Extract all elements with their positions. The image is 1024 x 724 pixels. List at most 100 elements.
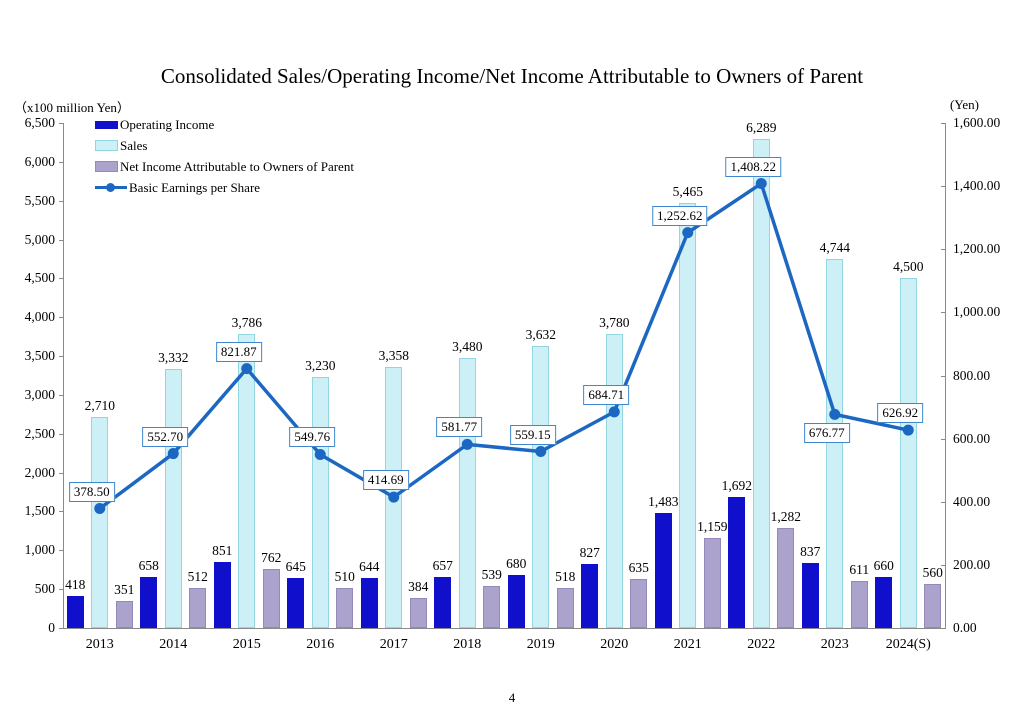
y-axis-tick-label-right: 1,000.00 [953, 304, 1001, 320]
x-axis-category-label: 2017 [379, 637, 408, 652]
y-axis-tick-left [59, 200, 63, 202]
net-income-attributable-to-owners-of-parent-bar [409, 598, 427, 628]
sales-bar [458, 358, 476, 628]
operating-income-value-label: 1,692 [721, 478, 752, 493]
y-axis-tick-label-left: 1,000 [24, 542, 55, 558]
operating-income-value-label: 837 [800, 544, 821, 559]
operating-income-value-label: 1,483 [648, 494, 679, 509]
sales-value-label: 3,780 [599, 315, 630, 330]
operating-income-value-label: 851 [212, 543, 233, 558]
left-axis-unit-label: （x100 million Yen） [14, 100, 130, 115]
legend-label: Operating Income [120, 116, 215, 132]
net-income-attributable-to-owners-of-parent-bar [483, 586, 501, 628]
operating-income-bar [801, 563, 819, 628]
sales-value-label: 2,710 [84, 398, 115, 413]
net-income-attributable-to-owners-of-parent-bar [850, 581, 868, 628]
chart-legend: Operating Income Sales Net Income Attribut… [95, 114, 354, 198]
basic-earnings-per-share-value-label: 821.87 [215, 341, 262, 362]
y-axis-tick-left [59, 161, 63, 163]
basic-earnings-per-share-value-label: 559.15 [509, 424, 556, 445]
net-income-attributable-to-owners-of-parent-value-label: 384 [408, 579, 429, 594]
y-axis-tick-right [941, 564, 945, 566]
net-income-attributable-to-owners-of-parent-bar [262, 569, 280, 628]
x-axis-category-label: 2021 [673, 637, 702, 652]
y-axis-tick-label-left: 3,500 [24, 348, 55, 364]
operating-income-bar [213, 562, 231, 628]
y-axis-tick-label-left: 1,500 [24, 503, 55, 519]
net-income-attributable-to-owners-of-parent-bar [556, 588, 574, 628]
y-axis-tick-left [59, 589, 63, 591]
net-income-attributable-to-owners-of-parent-value-label: 635 [628, 560, 649, 575]
sales-value-label: 3,332 [158, 350, 189, 365]
right-axis-line [945, 123, 946, 628]
operating-income-bar [581, 564, 599, 628]
basic-earnings-per-share-value-label: 549.76 [289, 427, 336, 448]
y-axis-tick-label-left: 3,000 [24, 386, 55, 402]
x-axis-category-label: 2024(S) [885, 637, 931, 652]
sales-value-label: 4,500 [893, 259, 924, 274]
y-axis-tick-label-left: 5,500 [24, 192, 55, 208]
basic-earnings-per-share-value-label: 676.77 [803, 423, 850, 444]
sales-bar [311, 377, 329, 628]
operating-income-value-label: 680 [506, 556, 527, 571]
y-axis-tick-label-right: 1,200.00 [953, 241, 1001, 257]
sales-swatch-icon [95, 140, 118, 151]
y-axis-tick-left [59, 278, 63, 280]
y-axis-tick-left [59, 123, 63, 124]
y-axis-tick-label-left: 0 [48, 620, 55, 635]
x-axis-category-label: 2020 [600, 637, 629, 652]
y-axis-tick-label-right: 200.00 [953, 556, 991, 572]
legend-label: Net Income Attributable to Owners of Par… [120, 158, 354, 174]
legend-label: Basic Earnings per Share [129, 179, 261, 195]
sales-value-label: 3,358 [378, 348, 409, 363]
sales-bar [752, 139, 770, 628]
net-income-attributable-to-owners-of-parent-bar [777, 528, 795, 628]
net-income-attributable-to-owners-of-parent-value-label: 510 [334, 569, 355, 584]
basic-earnings-per-share-value-label: 626.92 [877, 403, 924, 424]
x-axis-category-label: 2023 [820, 637, 849, 652]
operating-income-bar [360, 578, 378, 628]
operating-income-value-label: 418 [65, 577, 86, 592]
operating-income-swatch-icon [95, 120, 118, 129]
net-income-attributable-to-owners-of-parent-value-label: 518 [555, 569, 576, 584]
right-axis-unit-label: (Yen) [950, 97, 980, 112]
sales-value-label: 3,632 [525, 327, 556, 342]
sales-value-label: 3,230 [305, 358, 336, 373]
y-axis-tick-left [59, 317, 63, 319]
legend-item-net-income-attributable-to-owners-of-parent: Net Income Attributable to Owners of Par… [95, 156, 354, 177]
net-income-attributable-to-owners-of-parent-value-label: 762 [261, 550, 282, 565]
page-number: 4 [508, 690, 516, 705]
x-axis-category-label: 2014 [159, 637, 188, 652]
sales-value-label: 4,744 [819, 240, 850, 255]
sales-value-label: 3,786 [231, 315, 262, 330]
net-income-attributable-to-owners-of-parent-value-label: 611 [849, 562, 870, 577]
y-axis-tick-label-left: 5,000 [24, 231, 55, 247]
legend-item-basic-earnings-per-share: Basic Earnings per Share [95, 177, 354, 198]
operating-income-value-label: 827 [579, 545, 600, 560]
operating-income-bar [140, 577, 158, 628]
x-axis-category-label: 2015 [232, 637, 261, 652]
y-axis-tick-left [59, 356, 63, 358]
basic-earnings-per-share-value-label: 1,252.62 [652, 205, 708, 226]
net-income-attributable-to-owners-of-parent-bar [336, 588, 354, 628]
basic-earnings-per-share-value-label: 1,408.22 [725, 156, 781, 177]
y-axis-tick-left [59, 394, 63, 396]
y-axis-tick-right [941, 501, 945, 503]
operating-income-value-label: 657 [432, 558, 453, 573]
basic-earnings-per-share-value-label: 552.70 [142, 426, 189, 447]
y-axis-tick-label-right: 0.00 [953, 620, 977, 635]
x-axis-line [63, 628, 946, 629]
sales-bar [164, 369, 182, 628]
x-axis-category-label: 2016 [306, 637, 335, 652]
x-axis-category-label: 2022 [747, 637, 776, 652]
net-income-attributable-to-owners-of-parent-bar [630, 579, 648, 628]
y-axis-tick-label-left: 4,000 [24, 309, 55, 325]
y-axis-tick-label-left: 2,500 [24, 425, 55, 441]
net-income-attributable-to-owners-of-parent-value-label: 1,159 [697, 519, 728, 534]
sales-value-label: 5,465 [672, 184, 703, 199]
y-axis-tick-label-right: 800.00 [953, 367, 991, 383]
operating-income-value-label: 660 [873, 558, 894, 573]
operating-income-bar [66, 596, 84, 628]
